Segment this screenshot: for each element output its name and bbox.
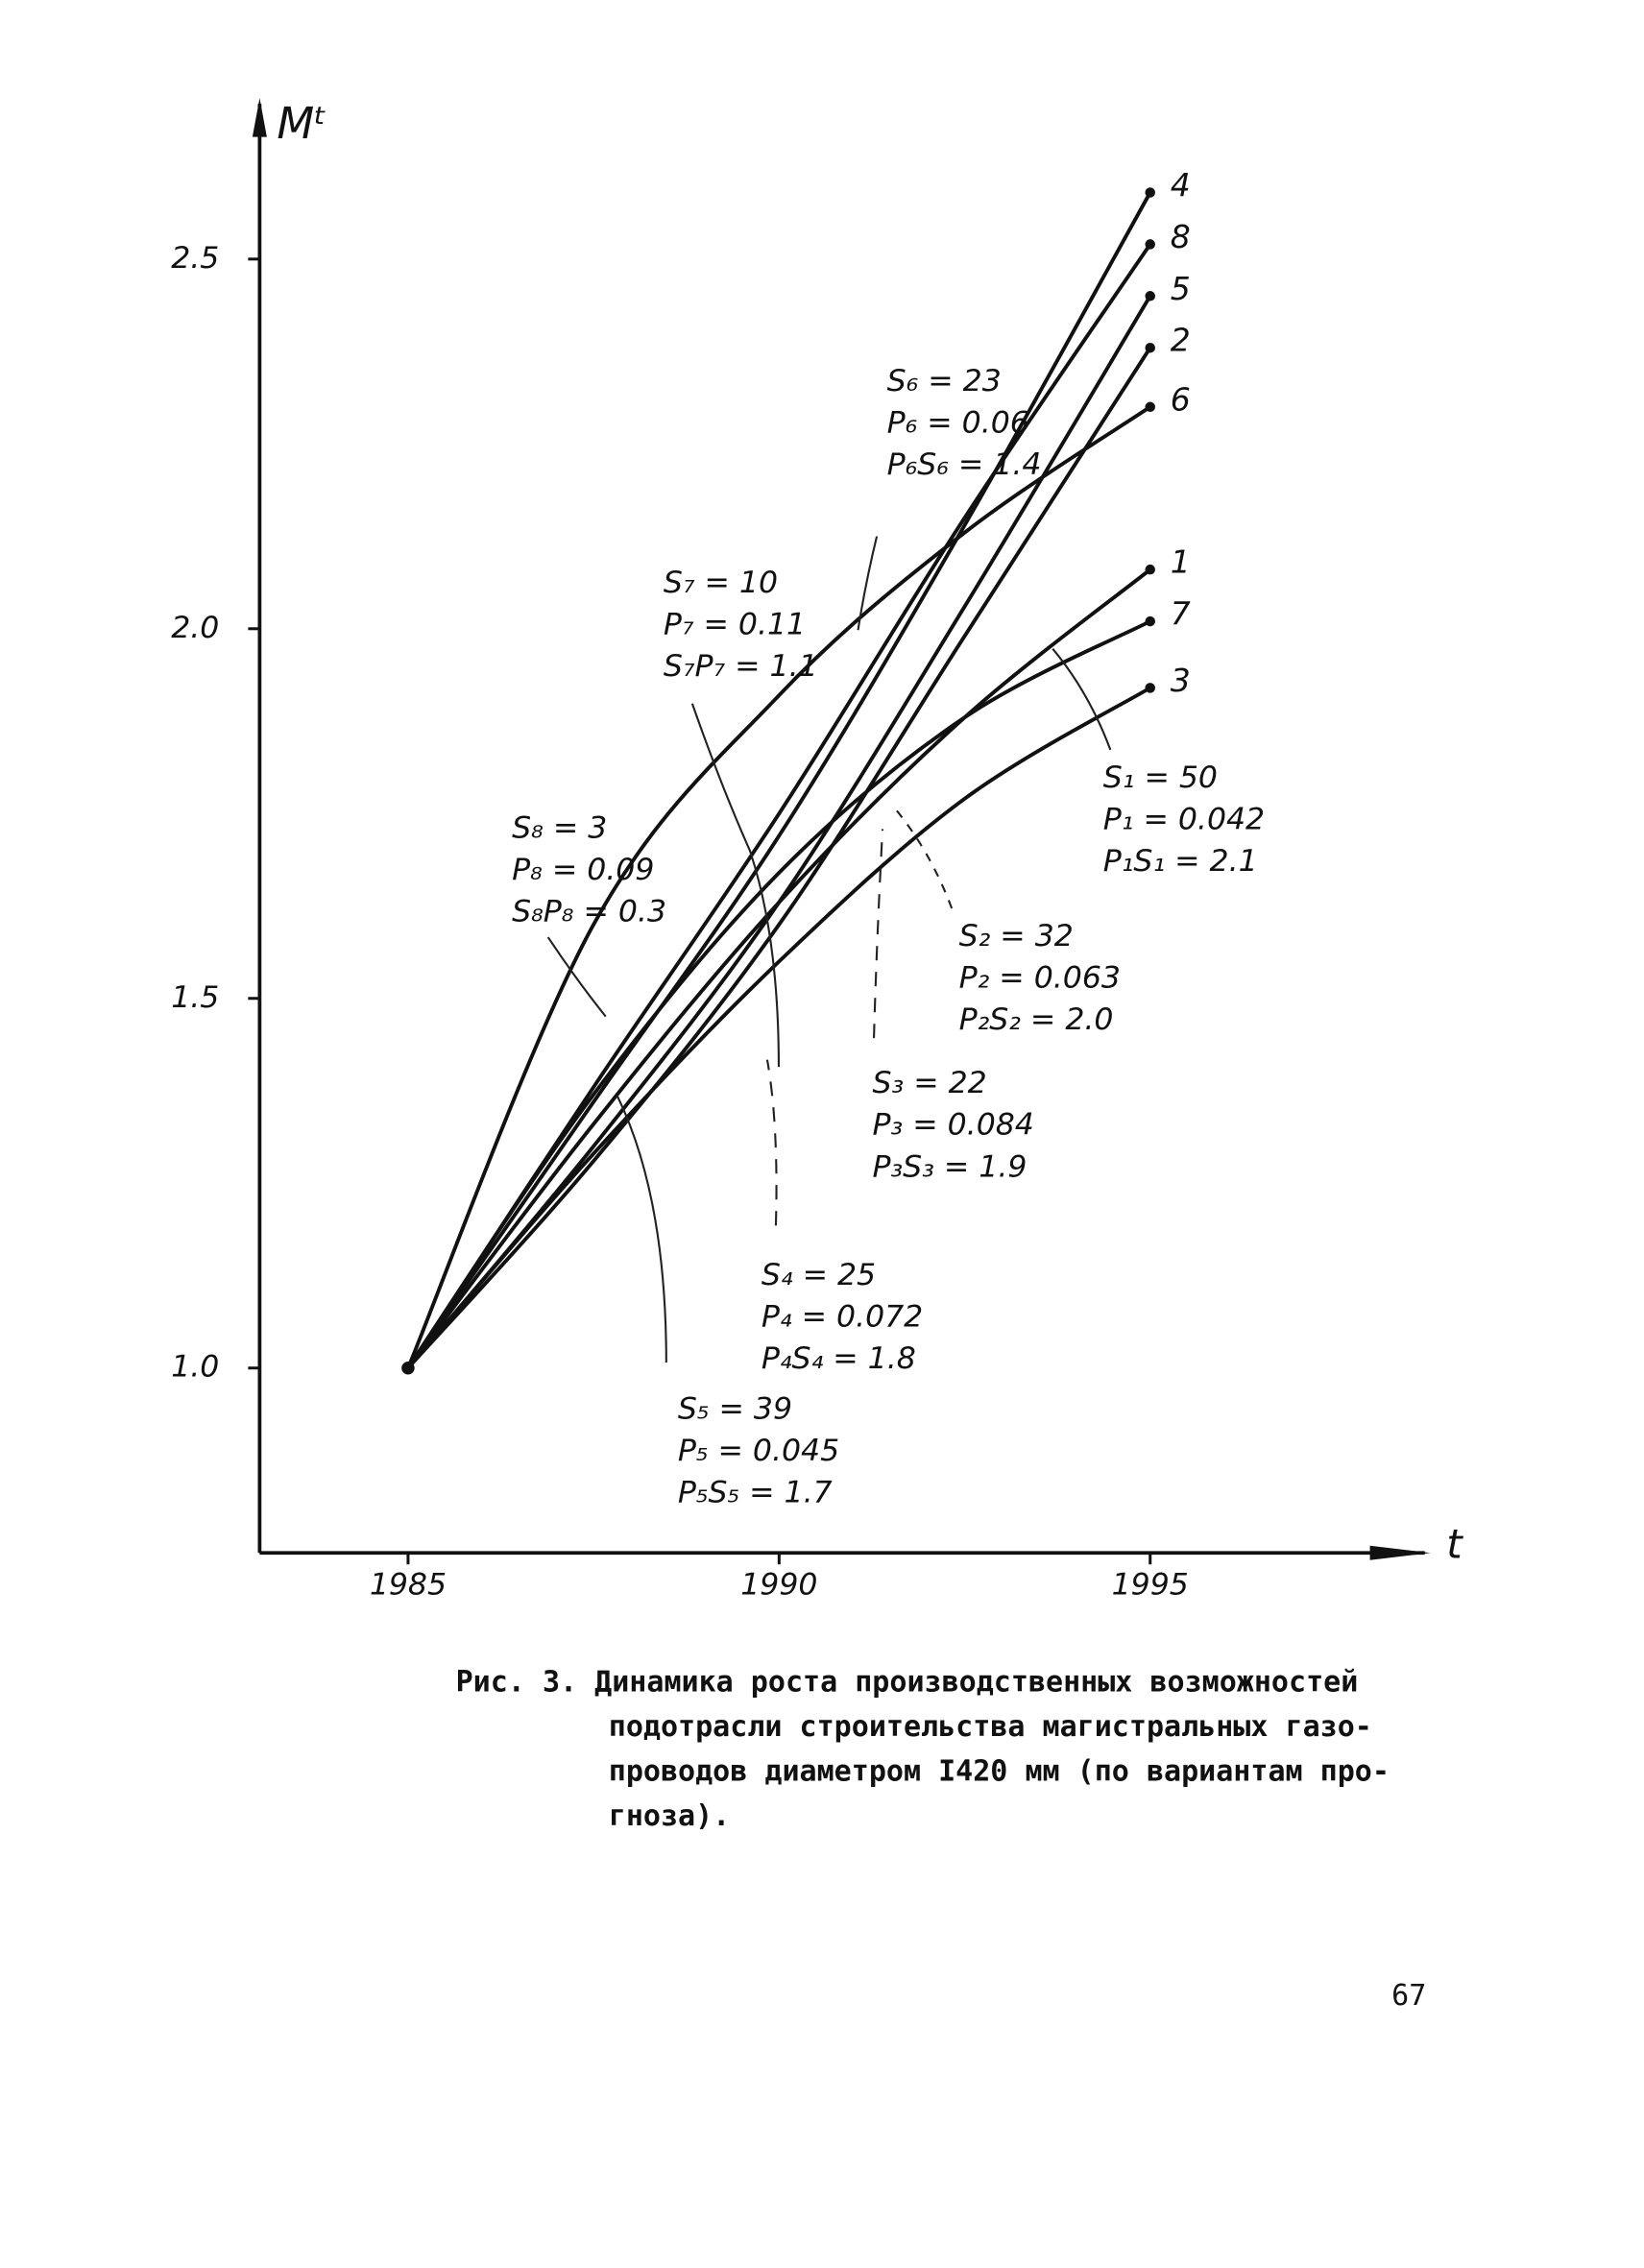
annotation: S₇P₇ = 1.1 — [664, 649, 818, 684]
annotation: S₆ = 23 — [887, 364, 1002, 398]
caption-line: подотрасли строительства магистральных г… — [609, 1710, 1372, 1744]
end-point — [1145, 564, 1155, 575]
annotation: P₆ = 0.06 — [887, 405, 1029, 440]
series-label: 4 — [1171, 166, 1191, 204]
annotation: S₇ = 10 — [664, 566, 778, 600]
annotation: P₂S₂ = 2.0 — [959, 1002, 1114, 1037]
annotation: P₆S₆ = 1.4 — [887, 447, 1042, 482]
annotation-leader — [857, 536, 879, 631]
series-label: 6 — [1171, 380, 1191, 418]
end-point — [1145, 683, 1155, 693]
caption-line: проводов диаметром I420 мм (по вариантам… — [609, 1754, 1390, 1788]
annotation: P₄S₄ = 1.8 — [762, 1341, 916, 1376]
series-line — [406, 347, 1152, 1370]
series-label: 8 — [1171, 218, 1191, 255]
x-axis-arrow — [1369, 1545, 1431, 1560]
series-label: 5 — [1171, 270, 1191, 307]
annotation: S₈ = 3 — [512, 810, 607, 845]
annotation: P₃ = 0.084 — [873, 1108, 1034, 1143]
x-tick-label: 1990 — [740, 1568, 817, 1603]
caption-line: гноза). — [609, 1799, 731, 1833]
annotation-leader — [616, 1095, 667, 1363]
annotation: P₄ = 0.072 — [762, 1299, 923, 1334]
annotation: P₂ = 0.063 — [959, 961, 1121, 996]
caption-line: Рис. 3. Динамика роста производственных … — [456, 1665, 1359, 1699]
annotation: S₂ = 32 — [959, 919, 1074, 953]
annotation: P₁ = 0.042 — [1103, 802, 1265, 836]
y-axis-label: Mᵗ — [277, 98, 326, 149]
y-tick-label: 1.0 — [171, 1350, 219, 1385]
annotation-leader — [893, 807, 954, 909]
y-axis-arrow — [252, 98, 267, 137]
end-point — [1145, 187, 1155, 198]
series-label: 7 — [1171, 595, 1191, 633]
series-line — [406, 243, 1152, 1369]
annotation: S₄ = 25 — [762, 1258, 876, 1292]
annotation: P₇ = 0.11 — [664, 608, 806, 642]
series-line — [406, 405, 1151, 1369]
end-point — [1145, 342, 1155, 353]
x-axis-label: t — [1446, 1521, 1463, 1568]
y-tick-label: 2.5 — [171, 241, 219, 276]
annotation: S₈P₈ = 0.3 — [512, 895, 666, 929]
annotation: P₅S₅ = 1.7 — [678, 1476, 833, 1510]
annotation-leader — [873, 829, 884, 1039]
annotation: P₃S₃ = 1.9 — [873, 1149, 1028, 1184]
annotation-leader — [546, 936, 607, 1018]
annotation: P₅ = 0.045 — [678, 1434, 839, 1468]
series-label: 3 — [1171, 662, 1191, 699]
end-point — [1145, 401, 1155, 413]
annotation-leader — [1052, 648, 1112, 751]
y-tick-label: 1.5 — [171, 980, 219, 1015]
annotation: P₁S₁ = 2.1 — [1103, 844, 1258, 879]
annotation: S₁ = 50 — [1103, 760, 1218, 795]
page-number: 67 — [1391, 1979, 1426, 2013]
x-tick-label: 1985 — [370, 1568, 447, 1603]
end-point — [1145, 615, 1155, 627]
annotation: P₈ = 0.09 — [512, 853, 654, 887]
annotation: S₅ = 39 — [678, 1392, 792, 1427]
y-tick-label: 2.0 — [171, 611, 219, 645]
end-point — [1145, 291, 1155, 302]
annotation: S₃ = 22 — [873, 1066, 987, 1100]
x-tick-label: 1995 — [1112, 1568, 1189, 1603]
series-line — [406, 191, 1152, 1369]
series-label: 1 — [1171, 543, 1191, 581]
origin-point — [401, 1361, 415, 1375]
series-label: 2 — [1171, 322, 1191, 359]
caption: Рис. 3. Динамика роста производственных … — [456, 1665, 1390, 1833]
series-line — [406, 295, 1152, 1369]
annotation-leader — [765, 1059, 778, 1226]
annotation-leader — [690, 703, 781, 1068]
end-point — [1145, 239, 1155, 250]
